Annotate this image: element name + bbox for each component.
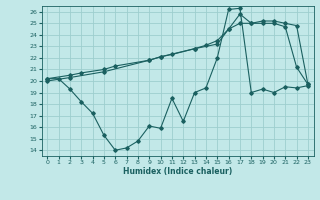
X-axis label: Humidex (Indice chaleur): Humidex (Indice chaleur): [123, 167, 232, 176]
